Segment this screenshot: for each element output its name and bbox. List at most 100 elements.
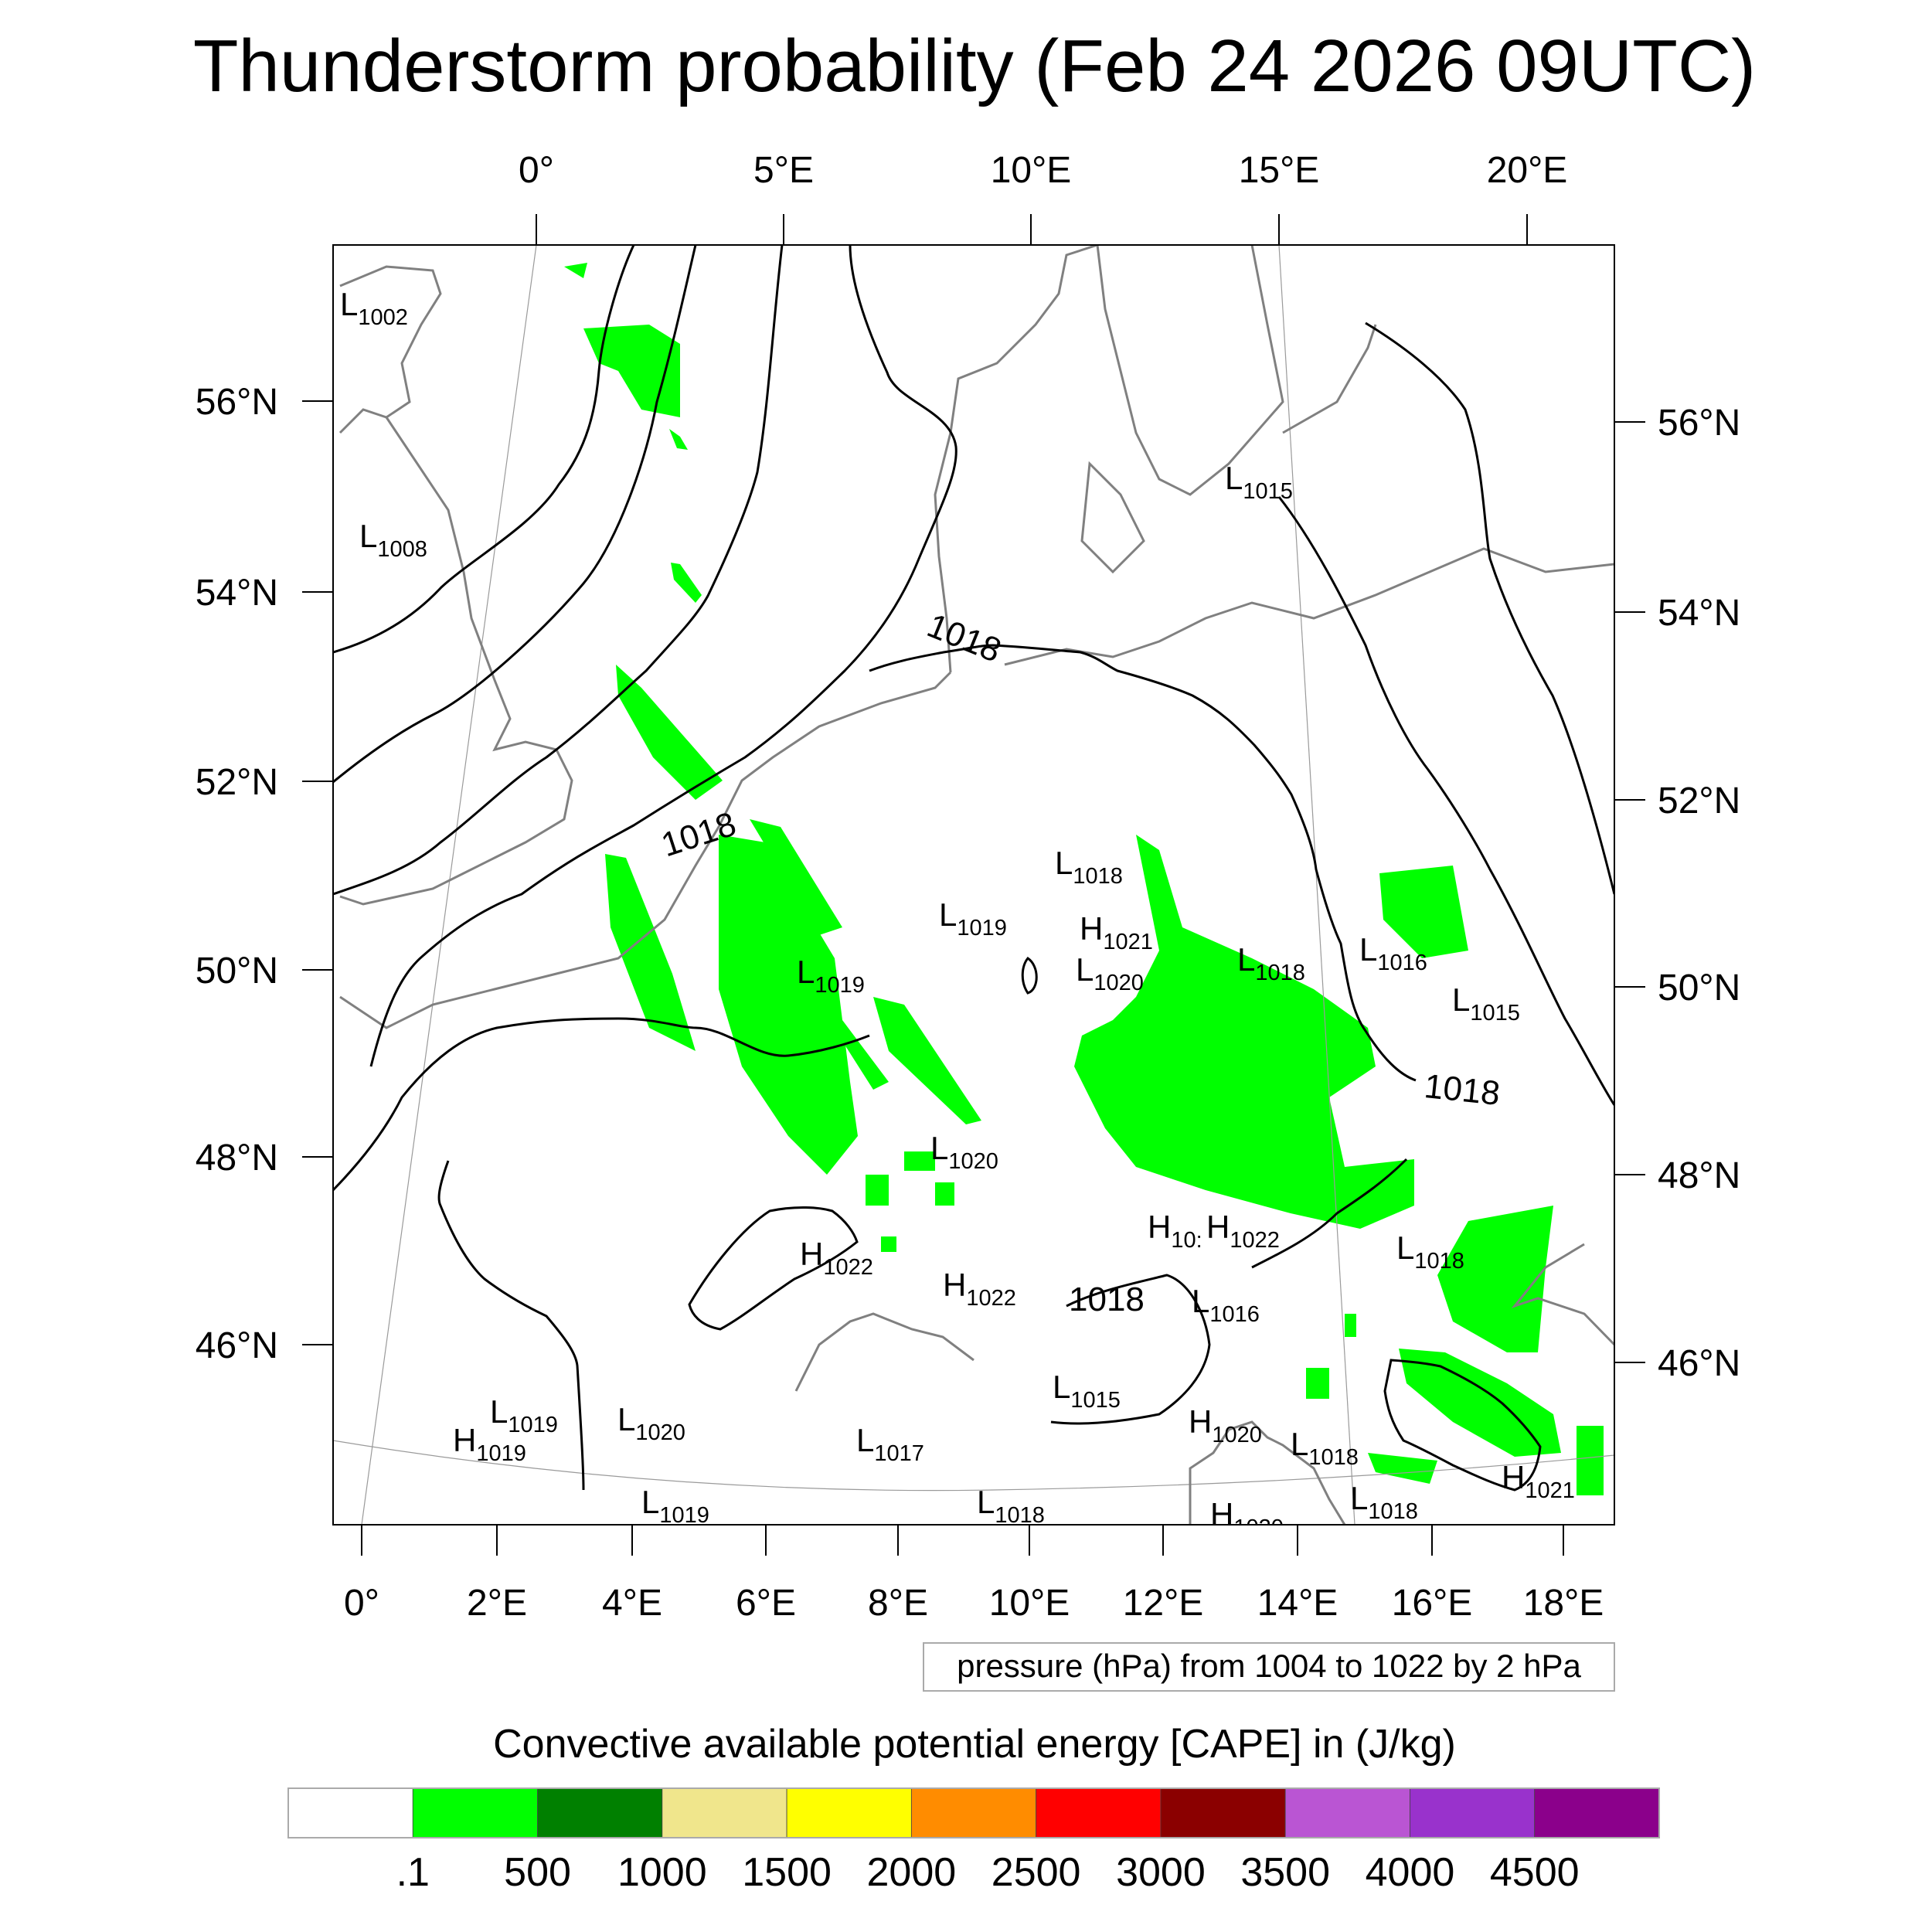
pressure-type: L xyxy=(490,1393,508,1430)
low-pressure-label: L1017 xyxy=(856,1422,924,1466)
bottom-lon-label: 12°E xyxy=(1123,1583,1204,1624)
colorbar-label: 500 xyxy=(504,1850,571,1895)
pressure-type: L xyxy=(1055,845,1073,881)
pressure-type: L xyxy=(1291,1426,1308,1462)
cape-area xyxy=(1074,835,1414,1229)
cape-area xyxy=(750,819,842,935)
low-pressure-label: L1015 xyxy=(1225,460,1293,504)
pressure-value: 1019 xyxy=(957,916,1007,940)
contour-info-box: pressure (hPa) from 1004 to 1022 by 2 hP… xyxy=(923,1642,1615,1692)
cape-area xyxy=(564,263,587,278)
low-pressure-label: L1018 xyxy=(1350,1480,1418,1524)
high-pressure-label: H1019 xyxy=(453,1422,526,1466)
pressure-value: 1020 xyxy=(1233,1515,1284,1540)
pressure-value: 1020 xyxy=(1212,1423,1262,1447)
low-pressure-label: L1018 xyxy=(977,1484,1045,1528)
contour-label: 1018 xyxy=(1069,1281,1145,1318)
colorbar-swatch xyxy=(1284,1787,1410,1838)
pressure-value: 1016 xyxy=(1377,951,1427,975)
coastlines xyxy=(338,245,1614,1525)
contour-label: 1018 xyxy=(922,607,1006,670)
low-pressure-label: L1002 xyxy=(340,286,408,330)
pressure-value: 1015 xyxy=(1470,1001,1520,1026)
cape-area xyxy=(719,835,858,1175)
pressure-value: 1018 xyxy=(995,1503,1045,1528)
map-frame xyxy=(332,244,1615,1526)
low-pressure-label: L1016 xyxy=(1192,1283,1260,1327)
colorbar-label: 4500 xyxy=(1490,1850,1580,1895)
pressure-type: L xyxy=(1452,981,1470,1018)
pressure-value: 1015 xyxy=(1243,479,1293,504)
cape-area xyxy=(605,854,696,1051)
pressure-type: L xyxy=(797,954,815,990)
cape-area xyxy=(935,1182,954,1206)
isobars xyxy=(333,245,1614,1492)
left-lat-label: 50°N xyxy=(196,951,278,992)
cape-area xyxy=(669,429,688,450)
cape-area xyxy=(616,665,723,800)
pressure-value: 1018 xyxy=(1368,1499,1418,1524)
pressure-type: L xyxy=(1076,951,1094,988)
cape-area xyxy=(1437,1206,1553,1352)
pressure-type: L xyxy=(930,1130,948,1166)
bottom-lon-label: 0° xyxy=(344,1583,379,1624)
pressure-type: L xyxy=(1225,460,1243,496)
cape-area xyxy=(873,997,981,1124)
pressure-type: L xyxy=(359,518,377,554)
colorbar-swatch xyxy=(537,1787,663,1838)
colorbar-swatch xyxy=(412,1787,538,1838)
right-lat-label: 48°N xyxy=(1658,1155,1740,1196)
colorbar-swatch xyxy=(1160,1787,1286,1838)
pressure-value: 1018 xyxy=(1308,1445,1359,1470)
pressure-type: L xyxy=(617,1401,635,1437)
colorbar-label: .1 xyxy=(396,1850,430,1895)
left-lat-label: 54°N xyxy=(196,573,278,614)
pressure-value: 1015 xyxy=(1070,1388,1121,1413)
colorbar-swatch xyxy=(287,1787,413,1838)
cape-area xyxy=(583,325,680,417)
pressure-value: 1020 xyxy=(1094,971,1144,995)
cape-area xyxy=(1368,1453,1437,1484)
bottom-lon-label: 18°E xyxy=(1523,1583,1604,1624)
top-lon-label: 10°E xyxy=(991,150,1072,191)
meridian-15e xyxy=(1278,245,1355,1525)
pressure-type: L xyxy=(1237,941,1255,978)
pressure-value: 1020 xyxy=(948,1149,998,1174)
bottom-lon-label: 16°E xyxy=(1392,1583,1473,1624)
left-lat-label: 46°N xyxy=(196,1325,278,1366)
low-pressure-label: L1019 xyxy=(490,1393,558,1437)
high-pressure-label: H1021 xyxy=(1080,910,1153,954)
colorbar-label: 1000 xyxy=(617,1850,707,1895)
pressure-type: L xyxy=(340,286,358,322)
cape-area xyxy=(904,1151,935,1171)
pressure-value: 1019 xyxy=(815,973,865,998)
colorbar-swatch xyxy=(1036,1787,1162,1838)
pressure-type: L xyxy=(977,1484,995,1520)
top-lon-label: 5°E xyxy=(753,150,814,191)
colorbar-label: 3000 xyxy=(1116,1850,1206,1895)
pressure-type: L xyxy=(641,1484,659,1520)
top-lon-label: 0° xyxy=(519,150,554,191)
bottom-lon-label: 10°E xyxy=(989,1583,1070,1624)
low-pressure-label: L1020 xyxy=(930,1130,998,1174)
cape-area xyxy=(671,563,702,603)
low-pressure-label: L1015 xyxy=(1053,1369,1121,1413)
right-lat-label: 56°N xyxy=(1658,403,1740,444)
pressure-type: H xyxy=(1080,910,1103,947)
colorbar-swatch xyxy=(1534,1787,1660,1838)
pressure-type: L xyxy=(939,896,957,933)
low-pressure-label: L1018 xyxy=(1055,845,1123,889)
low-pressure-label: L1015 xyxy=(1452,981,1520,1026)
right-lat-label: 52°N xyxy=(1658,781,1740,821)
pressure-type: L xyxy=(1396,1230,1414,1266)
cape-area xyxy=(1345,1314,1356,1337)
colorbar-label: 2500 xyxy=(992,1850,1081,1895)
left-lat-label: 48°N xyxy=(196,1138,278,1179)
pressure-value: 1022 xyxy=(966,1286,1016,1311)
pressure-value: 1021 xyxy=(1103,930,1153,954)
pressure-type: H xyxy=(800,1236,823,1272)
colorbar-swatch xyxy=(786,1787,912,1838)
colorbar-label: 3500 xyxy=(1240,1850,1330,1895)
